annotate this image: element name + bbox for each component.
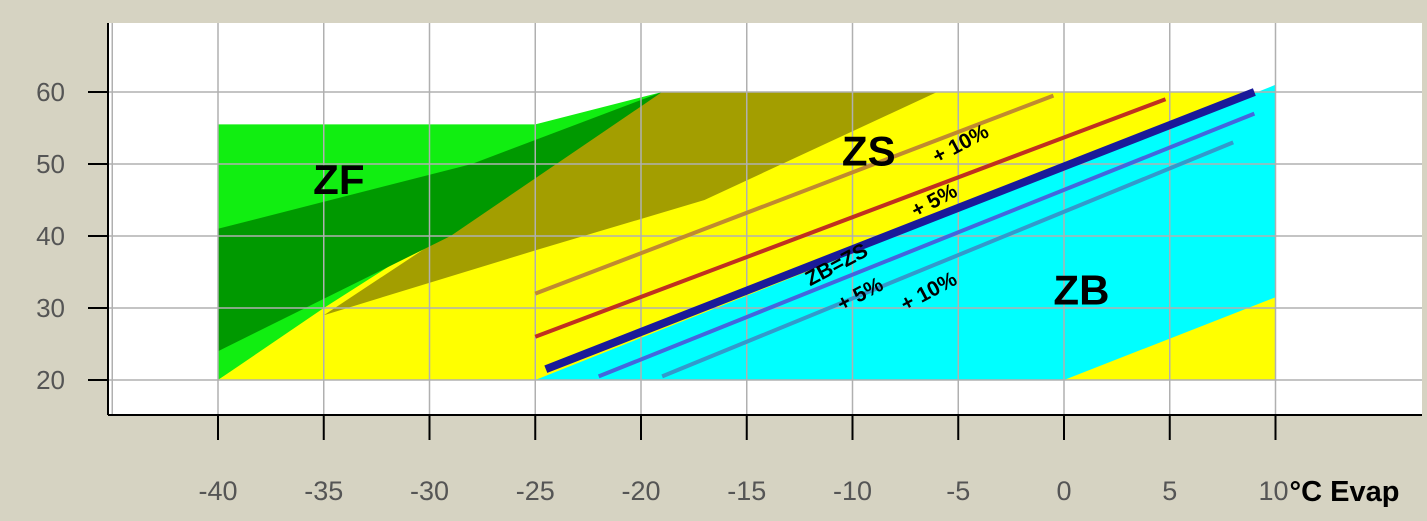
zone-label-zb: ZB xyxy=(1053,266,1109,313)
series-line-1 xyxy=(534,93,1055,296)
x-tick-label: -35 xyxy=(304,476,343,506)
axes xyxy=(88,23,1422,440)
series-line-2 xyxy=(534,97,1167,339)
series-line-3 xyxy=(544,88,1256,373)
y-tick-label: 50 xyxy=(36,149,65,179)
x-tick-label: 10 xyxy=(1258,476,1288,506)
region-zf-zs xyxy=(323,92,938,316)
x-tick-label: -20 xyxy=(621,476,660,506)
y-tick-label: 20 xyxy=(36,365,65,395)
series-line-4 xyxy=(597,111,1256,379)
y-tick-label: 60 xyxy=(36,77,65,107)
x-tick-label: 0 xyxy=(1056,476,1071,506)
y-tick-label: 30 xyxy=(36,293,65,323)
region-zf-dark xyxy=(218,92,663,352)
x-axis-label: °C Evap xyxy=(1290,476,1400,508)
grid xyxy=(108,23,1422,415)
zone-label-zs: ZS xyxy=(842,127,896,174)
y-tick-label: 40 xyxy=(36,221,65,251)
x-tick-label: 5 xyxy=(1162,476,1177,506)
x-tick-label: -5 xyxy=(946,476,970,506)
x-tick-label: -40 xyxy=(198,476,237,506)
zone-label-zf: ZF xyxy=(313,156,364,203)
x-tick-label: -30 xyxy=(410,476,449,506)
series-line-5 xyxy=(661,140,1234,379)
x-tick-label: -10 xyxy=(833,476,872,506)
x-tick-label: -15 xyxy=(727,476,766,506)
series-lines xyxy=(534,88,1256,379)
x-tick-label: -25 xyxy=(516,476,555,506)
